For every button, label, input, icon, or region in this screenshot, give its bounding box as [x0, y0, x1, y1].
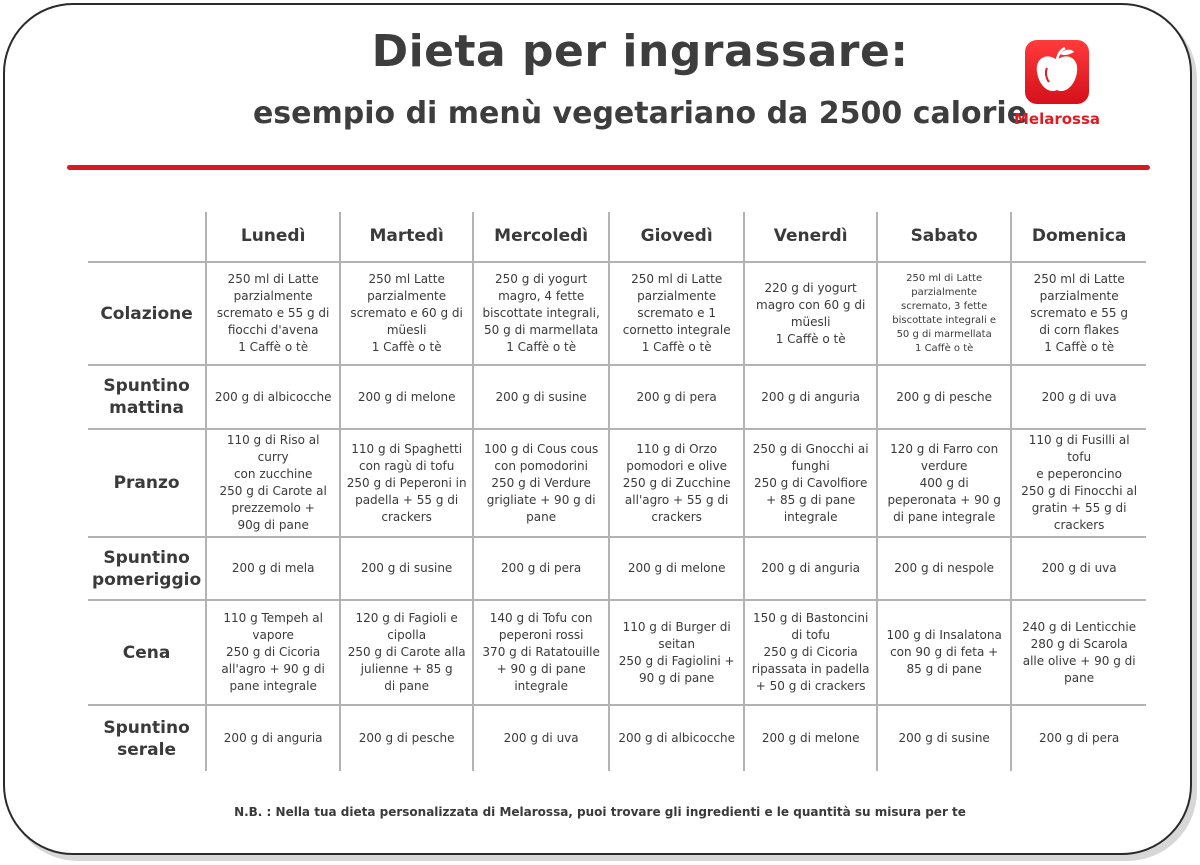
meal-label: Spuntino serale — [88, 704, 208, 771]
menu-cell: 150 g di Bastoncini di tofu 250 g di Cic… — [743, 599, 879, 706]
menu-cell: 240 g di Lenticchie 280 g di Scarola all… — [1010, 599, 1147, 706]
table-header-row: Lunedì Martedì Mercoledì Giovedì Venerdì… — [88, 212, 1147, 263]
apple-icon — [1025, 40, 1089, 104]
menu-cell: 120 g di Fagioli e cipolla 250 g di Caro… — [339, 599, 475, 706]
menu-cell: 110 g di Riso al curry con zucchine 250 … — [205, 428, 342, 538]
menu-cell: 200 g di melone — [339, 364, 475, 430]
menu-cell: 200 g di melone — [743, 704, 879, 771]
menu-cell: 110 g di Orzo pomodori e olive 250 g di … — [608, 428, 746, 538]
menu-cell: 250 ml di Latte parzialmente scremato e … — [1010, 261, 1147, 366]
menu-cell: 200 g di mela — [205, 536, 342, 601]
meal-label: Spuntino pomeriggio — [88, 536, 208, 601]
table-row: Colazione 250 ml di Latte parzialmente s… — [88, 261, 1147, 366]
day-header: Lunedì — [205, 212, 342, 263]
menu-cell: 200 g di anguria — [205, 704, 342, 771]
menu-cell: 200 g di susine — [876, 704, 1013, 771]
corner-cell — [88, 212, 208, 263]
menu-cell: 200 g di nespole — [876, 536, 1013, 601]
menu-cell: 200 g di susine — [339, 536, 475, 601]
menu-cell: 250 ml di Latte parzialmente scremato e … — [205, 261, 342, 366]
menu-cell: 110 g di Spaghetti con ragù di tofu 250 … — [339, 428, 475, 538]
header-divider — [67, 165, 1150, 170]
menu-cell: 110 g di Burger di seitan 250 g di Fagio… — [608, 599, 746, 706]
menu-cell: 250 g di Gnocchi ai funghi 250 g di Cavo… — [743, 428, 879, 538]
footer-note: N.B. : Nella tua dieta personalizzata di… — [234, 805, 966, 819]
menu-cell: 200 g di pera — [472, 536, 611, 601]
menu-cell: 250 g di yogurt magro, 4 fette biscottat… — [472, 261, 611, 366]
menu-cell: 200 g di uva — [1010, 364, 1147, 430]
melarossa-logo: Melarossa — [1012, 40, 1102, 140]
menu-cell: 200 g di pesche — [339, 704, 475, 771]
menu-cell: 250 ml di Latte parzialmente scremato, 3… — [876, 261, 1013, 366]
day-header: Domenica — [1010, 212, 1147, 263]
table-row: Spuntino mattina 200 g di albicocche 200… — [88, 364, 1147, 430]
menu-cell: 120 g di Farro con verdure 400 g di pepe… — [876, 428, 1013, 538]
menu-cell: 200 g di albicocche — [205, 364, 342, 430]
table-row: Cena 110 g Tempeh al vapore 250 g di Cic… — [88, 599, 1147, 706]
menu-cell: 200 g di susine — [472, 364, 611, 430]
weekly-menu-table: Lunedì Martedì Mercoledì Giovedì Venerdì… — [88, 212, 1147, 771]
page-subtitle: esempio di menù vegetariano da 2500 calo… — [252, 96, 1028, 131]
table-row: Pranzo 110 g di Riso al curry con zucchi… — [88, 428, 1147, 538]
menu-cell: 220 g di yogurt magro con 60 g di müesli… — [743, 261, 879, 366]
menu-cell: 200 g di uva — [472, 704, 611, 771]
menu-cell: 200 g di anguria — [743, 536, 879, 601]
menu-cell: 200 g di pera — [608, 364, 746, 430]
menu-cell: 250 ml di Latte parzialmente scremato e … — [608, 261, 746, 366]
menu-cell: 100 g di Insalatona con 90 g di feta + 8… — [876, 599, 1013, 706]
menu-cell: 200 g di pesche — [876, 364, 1013, 430]
menu-cell: 200 g di uva — [1010, 536, 1147, 601]
meal-label: Pranzo — [88, 428, 208, 538]
meal-label: Spuntino mattina — [88, 364, 208, 430]
menu-cell: 200 g di anguria — [743, 364, 879, 430]
day-header: Martedì — [339, 212, 475, 263]
logo-name: Melarossa — [1013, 110, 1101, 128]
table-row: Spuntino pomeriggio 200 g di mela 200 g … — [88, 536, 1147, 601]
day-header: Mercoledì — [472, 212, 611, 263]
menu-cell: 100 g di Cous cous con pomodorini 250 g … — [472, 428, 611, 538]
menu-cell: 200 g di melone — [608, 536, 746, 601]
meal-label: Colazione — [88, 261, 208, 366]
day-header: Giovedì — [608, 212, 746, 263]
page-title: Dieta per ingrassare: — [371, 26, 909, 77]
day-header: Venerdì — [743, 212, 879, 263]
menu-cell: 110 g Tempeh al vapore 250 g di Cicoria … — [205, 599, 342, 706]
menu-cell: 200 g di albicocche — [608, 704, 746, 771]
menu-cell: 250 ml Latte parzialmente scremato e 60 … — [339, 261, 475, 366]
day-header: Sabato — [876, 212, 1013, 263]
menu-cell: 140 g di Tofu con peperoni rossi 370 g d… — [472, 599, 611, 706]
table-row: Spuntino serale 200 g di anguria 200 g d… — [88, 704, 1147, 771]
meal-label: Cena — [88, 599, 208, 706]
menu-cell: 200 g di pera — [1010, 704, 1147, 771]
menu-cell: 110 g di Fusilli al tofu e peperoncino 2… — [1010, 428, 1147, 538]
